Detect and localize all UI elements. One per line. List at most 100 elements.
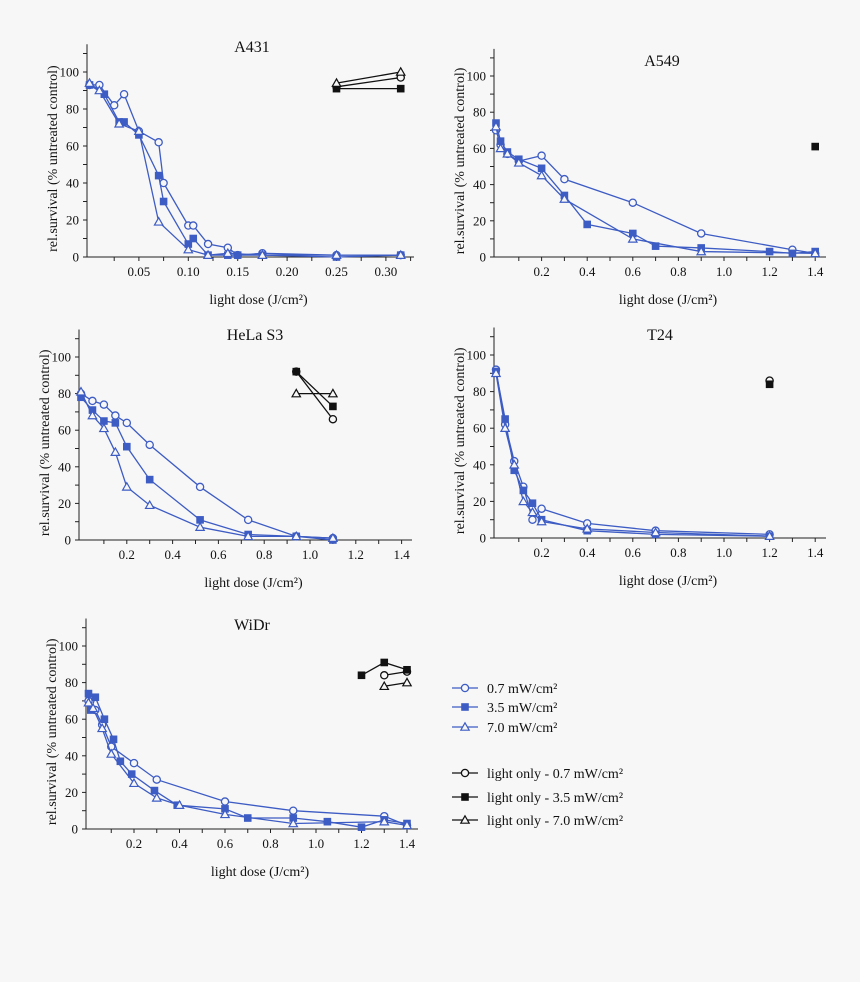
legend-label: 3.5 mW/cm² xyxy=(487,701,557,716)
x-tick-label: 0.4 xyxy=(171,836,188,851)
data-point xyxy=(327,532,339,542)
x-tick-label: 0.4 xyxy=(579,545,596,560)
y-tick-label: 0 xyxy=(73,250,80,265)
legend-label: 7.0 mW/cm² xyxy=(487,721,557,736)
panel-title: HeLa S3 xyxy=(227,327,283,344)
panel-title: A549 xyxy=(644,53,680,70)
data-point xyxy=(106,748,117,758)
data-point xyxy=(357,671,366,680)
series-line xyxy=(87,693,408,828)
data-point xyxy=(519,486,528,495)
data-point xyxy=(509,459,520,469)
data-point xyxy=(145,475,154,484)
data-point xyxy=(100,715,109,723)
legend-marker xyxy=(459,814,471,824)
legend-entry: 3.5 mW/cm² xyxy=(452,701,557,716)
y-tick-label: 0 xyxy=(65,533,72,548)
panel-title: A431 xyxy=(234,39,270,56)
y-tick-label: 100 xyxy=(60,65,80,80)
series-line xyxy=(295,371,334,420)
data-point xyxy=(129,758,139,768)
data-point xyxy=(174,799,185,810)
data-point xyxy=(87,702,99,713)
legend-entry: 7.0 mW/cm² xyxy=(452,721,557,736)
y-tick-label: 0 xyxy=(480,531,487,546)
data-point xyxy=(583,220,591,229)
data-point xyxy=(379,680,390,691)
data-point xyxy=(153,216,164,226)
data-point xyxy=(510,466,519,475)
data-point xyxy=(110,446,121,456)
data-point xyxy=(332,84,341,93)
x-axis-label: light dose (J/cm²) xyxy=(619,293,718,308)
data-point xyxy=(133,125,145,135)
series-line xyxy=(495,126,816,255)
data-point xyxy=(219,808,231,819)
y-tick-label: 20 xyxy=(473,494,486,509)
series-line xyxy=(89,84,401,258)
data-point xyxy=(84,77,95,87)
data-point xyxy=(221,805,229,813)
x-tick-label: 0.2 xyxy=(533,264,549,279)
data-point xyxy=(154,171,163,180)
y-tick-label: 60 xyxy=(473,141,486,156)
data-point xyxy=(537,151,546,160)
data-point xyxy=(502,148,513,158)
legend-label: light only - 3.5 mW/cm² xyxy=(487,791,623,806)
panel-title: WiDr xyxy=(234,617,270,634)
data-point xyxy=(111,419,120,427)
x-tick-label: 1.2 xyxy=(353,836,369,851)
data-point xyxy=(91,693,100,702)
series-7.0-mw-cm- xyxy=(83,697,413,830)
series-3.5-mw-cm- xyxy=(85,81,405,261)
legend-marker xyxy=(461,793,469,801)
data-point xyxy=(242,530,254,541)
data-point xyxy=(809,247,821,258)
y-tick-label: 20 xyxy=(473,213,486,228)
data-point xyxy=(495,142,506,153)
data-point xyxy=(119,89,129,99)
data-point xyxy=(109,735,118,744)
data-point xyxy=(528,515,537,524)
data-point xyxy=(403,665,411,674)
y-tick-label: 0 xyxy=(72,822,79,837)
panel-hela-s3: 0 20 40 60 80 100 0.2 0.4 0.6 0.8 1.0 1.2 1.4 HeLa S3… xyxy=(38,327,412,591)
x-tick-label: 0.15 xyxy=(226,264,249,279)
data-point xyxy=(329,402,337,411)
series-light-only-7.0-mw-cm- xyxy=(291,388,339,398)
series-line xyxy=(80,396,333,541)
data-point xyxy=(100,417,108,425)
x-axis-label: light dose (J/cm²) xyxy=(211,865,310,880)
y-tick-label: 60 xyxy=(65,712,78,727)
series-line xyxy=(80,393,333,539)
series-light-only-3.5-mw-cm- xyxy=(357,658,411,680)
data-point xyxy=(96,722,108,733)
y-axis-label: rel.survival (% untreated control) xyxy=(45,638,60,825)
data-point xyxy=(401,819,413,830)
data-point xyxy=(629,229,637,238)
x-tick-label: 0.6 xyxy=(625,545,642,560)
legend-label: 0.7 mW/cm² xyxy=(487,682,557,697)
series-light-only-3.5-mw-cm- xyxy=(811,142,819,151)
legend-label: light only - 7.0 mW/cm² xyxy=(487,814,623,829)
series-line xyxy=(87,700,408,826)
series-0.7-mw-cm- xyxy=(84,696,412,830)
data-point xyxy=(289,814,298,822)
y-tick-label: 20 xyxy=(58,496,71,511)
data-point xyxy=(518,495,529,506)
data-point xyxy=(331,77,342,87)
data-point xyxy=(111,411,120,420)
data-point xyxy=(628,198,638,207)
data-point xyxy=(154,138,163,147)
legend-entry: light only - 3.5 mW/cm² xyxy=(452,791,623,806)
series-0.7-mw-cm- xyxy=(85,80,405,260)
y-axis-label: rel.survival (% untreated control) xyxy=(453,67,468,254)
x-tick-label: 0.2 xyxy=(533,545,549,560)
data-point xyxy=(581,523,593,533)
data-point xyxy=(323,817,332,826)
x-tick-label: 1.2 xyxy=(761,264,777,279)
legend-entry: light only - 7.0 mW/cm² xyxy=(452,814,623,829)
x-tick-label: 0.8 xyxy=(670,264,686,279)
data-point xyxy=(379,816,390,826)
series-line xyxy=(336,71,401,84)
